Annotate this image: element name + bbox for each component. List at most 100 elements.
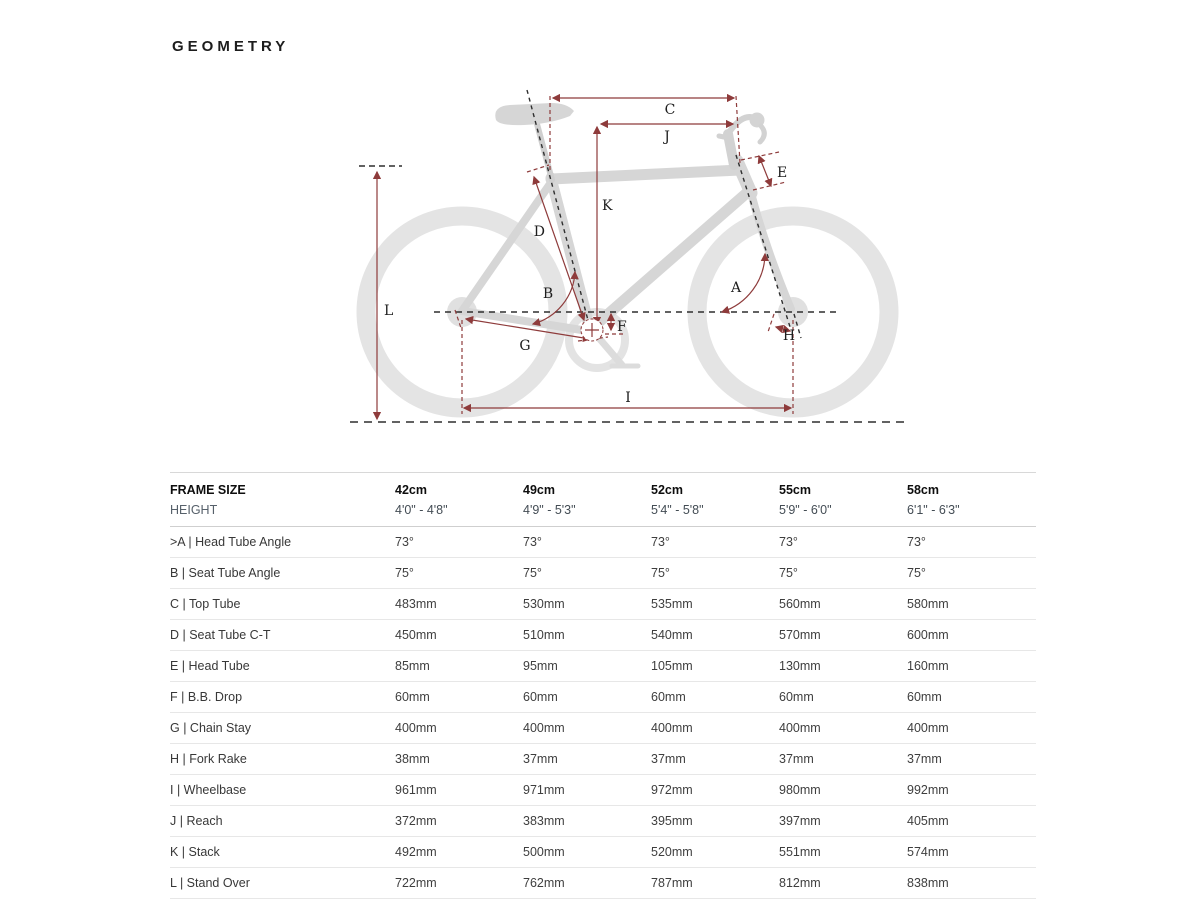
dimension-letters: A B C D E F G H I J K L	[384, 102, 795, 406]
label-A: A	[730, 280, 742, 296]
value-cell: 450mm	[395, 619, 523, 651]
value-cell: 535mm	[651, 588, 779, 620]
value-cell: 812mm	[779, 867, 907, 899]
geometry-table: FRAME SIZE 42cm 49cm 52cm 55cm 58cm HEIGHT 4…	[170, 472, 1036, 899]
table-row: K | Stack 492mm 500mm 520mm 551mm 574mm	[170, 836, 1036, 868]
value-cell: 400mm	[907, 712, 1036, 744]
value-cell: 75°	[651, 557, 779, 589]
value-cell: 395mm	[651, 805, 779, 837]
dimension-lines	[372, 93, 793, 421]
value-cell: 722mm	[395, 867, 523, 899]
value-cell: 980mm	[779, 774, 907, 806]
value-cell: 75°	[779, 557, 907, 589]
label-J: J	[662, 129, 670, 145]
bike-geometry-svg: A B C D E F G H I J K L	[350, 89, 910, 423]
value-cell: 551mm	[779, 836, 907, 868]
value-cell: 397mm	[779, 805, 907, 837]
row-label: J | Reach	[170, 805, 395, 837]
table-row: E | Head Tube 85mm 95mm 105mm 130mm 160mm	[170, 650, 1036, 682]
value-cell: 37mm	[523, 743, 651, 775]
value-cell: 540mm	[651, 619, 779, 651]
value-cell: 60mm	[651, 681, 779, 713]
value-cell: 73°	[395, 526, 523, 558]
row-label: H | Fork Rake	[170, 743, 395, 775]
value-cell: 971mm	[523, 774, 651, 806]
label-L: L	[384, 303, 393, 319]
value-cell: 75°	[523, 557, 651, 589]
value-cell: 574mm	[907, 836, 1036, 868]
value-cell: 560mm	[779, 588, 907, 620]
value-cell: 400mm	[651, 712, 779, 744]
value-cell: 60mm	[523, 681, 651, 713]
value-cell: 600mm	[907, 619, 1036, 651]
table-row: B | Seat Tube Angle 75° 75° 75° 75° 75°	[170, 557, 1036, 589]
row-label: I | Wheelbase	[170, 774, 395, 806]
value-cell: 85mm	[395, 650, 523, 682]
value-cell: 37mm	[779, 743, 907, 775]
table-row: >A | Head Tube Angle 73° 73° 73° 73° 73°	[170, 526, 1036, 558]
height-cell: 5'9" - 6'0"	[779, 500, 907, 527]
row-label: >A | Head Tube Angle	[170, 526, 395, 558]
label-H: H	[783, 328, 795, 344]
reference-lines	[350, 89, 910, 423]
value-cell: 160mm	[907, 650, 1036, 682]
value-cell: 961mm	[395, 774, 523, 806]
value-cell: 570mm	[779, 619, 907, 651]
row-label: E | Head Tube	[170, 650, 395, 682]
value-cell: 483mm	[395, 588, 523, 620]
table-row: G | Chain Stay 400mm 400mm 400mm 400mm 400mm	[170, 712, 1036, 744]
value-cell: 130mm	[779, 650, 907, 682]
height-cell: 4'0" - 4'8"	[395, 500, 523, 527]
value-cell: 60mm	[907, 681, 1036, 713]
height-label: HEIGHT	[170, 500, 395, 527]
row-label: G | Chain Stay	[170, 712, 395, 744]
frame-size-label: FRAME SIZE	[170, 483, 246, 497]
value-cell: 372mm	[395, 805, 523, 837]
value-cell: 762mm	[523, 867, 651, 899]
value-cell: 405mm	[907, 805, 1036, 837]
value-cell: 75°	[907, 557, 1036, 589]
table-row: C | Top Tube 483mm 530mm 535mm 560mm 580mm	[170, 588, 1036, 620]
value-cell: 95mm	[523, 650, 651, 682]
row-label: L | Stand Over	[170, 867, 395, 899]
row-label: D | Seat Tube C-T	[170, 619, 395, 651]
value-cell: 500mm	[523, 836, 651, 868]
value-cell: 972mm	[651, 774, 779, 806]
value-cell: 787mm	[651, 867, 779, 899]
value-cell: 60mm	[395, 681, 523, 713]
value-cell: 73°	[523, 526, 651, 558]
label-B: B	[543, 286, 553, 302]
value-cell: 400mm	[395, 712, 523, 744]
label-E: E	[777, 165, 787, 181]
value-cell: 838mm	[907, 867, 1036, 899]
saddle	[495, 103, 574, 126]
bottom-bracket-marker	[580, 318, 604, 342]
value-cell: 520mm	[651, 836, 779, 868]
table-row: I | Wheelbase 961mm 971mm 972mm 980mm 992mm	[170, 774, 1036, 806]
value-cell: 400mm	[523, 712, 651, 744]
row-label: C | Top Tube	[170, 588, 395, 620]
value-cell: 73°	[907, 526, 1036, 558]
size-header-cell: 55cm	[779, 483, 811, 497]
value-cell: 510mm	[523, 619, 651, 651]
row-label: B | Seat Tube Angle	[170, 557, 395, 589]
value-cell: 60mm	[779, 681, 907, 713]
value-cell: 38mm	[395, 743, 523, 775]
size-header-cell: 49cm	[523, 483, 555, 497]
value-cell: 105mm	[651, 650, 779, 682]
height-cell: 5'4" - 5'8"	[651, 500, 779, 527]
size-header-cell: 52cm	[651, 483, 683, 497]
extension-lines	[454, 95, 794, 414]
label-C: C	[665, 102, 676, 118]
value-cell: 73°	[651, 526, 779, 558]
table-row: F | B.B. Drop 60mm 60mm 60mm 60mm 60mm	[170, 681, 1036, 713]
label-G: G	[519, 338, 530, 354]
value-cell: 492mm	[395, 836, 523, 868]
value-cell: 75°	[395, 557, 523, 589]
value-cell: 580mm	[907, 588, 1036, 620]
table-row: H | Fork Rake 38mm 37mm 37mm 37mm 37mm	[170, 743, 1036, 775]
height-row: HEIGHT 4'0" - 4'8" 4'9" - 5'3" 5'4" - 5'8"…	[170, 500, 1036, 527]
table-row: J | Reach 372mm 383mm 395mm 397mm 405mm	[170, 805, 1036, 837]
table-row: L | Stand Over 722mm 762mm 787mm 812mm 838mm	[170, 867, 1036, 899]
label-I: I	[625, 390, 631, 406]
